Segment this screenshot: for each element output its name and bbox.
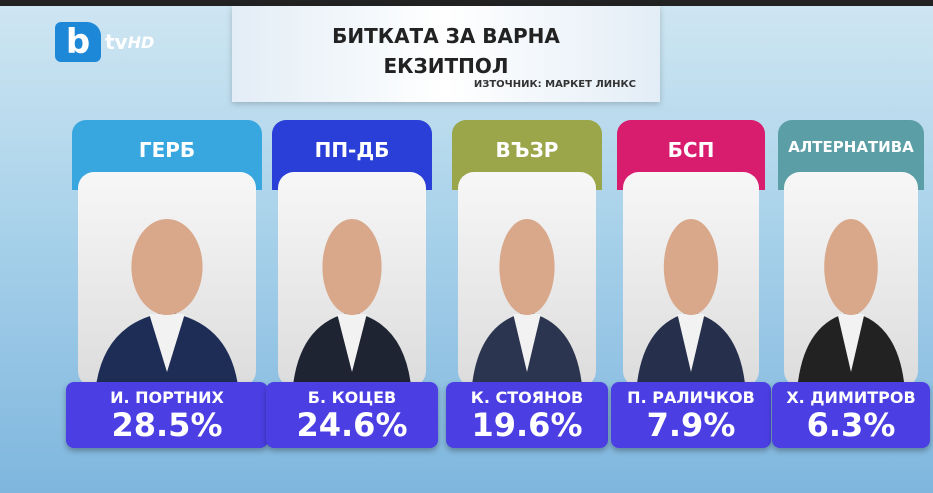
candidate-name: Х. ДИМИТРОВ: [786, 388, 916, 407]
result-box: П. РАЛИЧКОВ 7.9%: [611, 382, 771, 448]
head: [663, 219, 719, 315]
result-box: И. ПОРТНИХ 28.5%: [66, 382, 268, 448]
logo-tv: tv: [105, 30, 128, 54]
source: ИЗТОЧНИК: МАРКЕТ ЛИНКС: [473, 79, 636, 90]
candidate-result: 6.3%: [806, 406, 896, 444]
candidate-result: 24.6%: [296, 406, 408, 444]
shirt: [513, 314, 541, 372]
candidate-name: К. СТОЯНОВ: [470, 388, 584, 407]
head: [499, 219, 555, 315]
candidate-photo: [278, 172, 426, 387]
logo-b: b: [55, 22, 101, 62]
portrait: [471, 219, 583, 387]
candidate-result: 19.6%: [471, 406, 583, 444]
candidate-name: П. РАЛИЧКОВ: [627, 388, 755, 407]
shirt: [837, 314, 865, 372]
portrait: [95, 219, 239, 387]
result-box: Х. ДИМИТРОВ 6.3%: [772, 382, 930, 448]
frame: [0, 0, 933, 6]
result-box: Б. КОЦЕВ 24.6%: [266, 382, 438, 448]
candidate-name: И. ПОРТНИХ: [110, 388, 224, 407]
candidate-photo: [784, 172, 918, 387]
portrait: [797, 219, 905, 387]
shirt: [337, 314, 367, 372]
head: [824, 219, 878, 315]
title: БИТКАТА ЗА ВАРНА: [332, 24, 560, 48]
result-box: К. СТОЯНОВ 19.6%: [446, 382, 608, 448]
subtitle: ЕКЗИТПОЛ: [383, 54, 509, 78]
candidate-photo: [623, 172, 759, 387]
candidate-result: 28.5%: [111, 406, 223, 444]
head: [322, 219, 382, 315]
logo: b tv HD: [55, 22, 154, 62]
candidate-name: Б. КОЦЕВ: [307, 388, 397, 407]
shirt: [149, 314, 185, 372]
candidate-photo: [78, 172, 256, 387]
head: [131, 219, 203, 315]
candidate-photo: [458, 172, 596, 387]
shirt: [677, 314, 705, 372]
portrait: [636, 219, 746, 387]
logo-hd: HD: [127, 32, 155, 52]
candidate-result: 7.9%: [646, 406, 736, 444]
portrait: [292, 219, 412, 387]
header: БИТКАТА ЗА ВАРНА ЕКЗИТПОЛ ИЗТОЧНИК: МАРК…: [232, 6, 660, 102]
